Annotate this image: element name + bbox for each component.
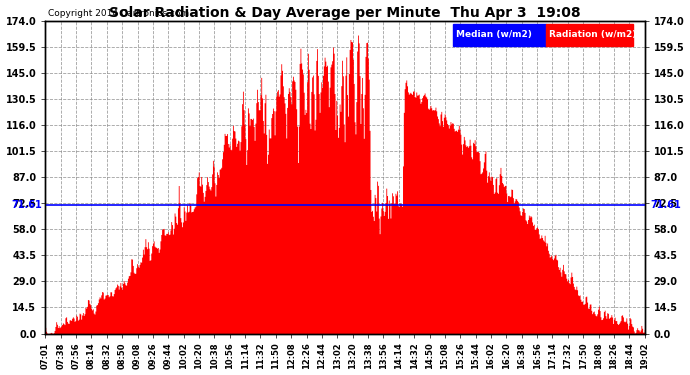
Text: Median (w/m2): Median (w/m2) bbox=[456, 30, 532, 39]
Title: Solar Radiation & Day Average per Minute  Thu Apr 3  19:08: Solar Radiation & Day Average per Minute… bbox=[109, 6, 581, 20]
Bar bbox=[546, 24, 633, 46]
Bar bbox=[453, 24, 546, 46]
Text: 71.61: 71.61 bbox=[12, 200, 43, 210]
Text: Radiation (w/m2): Radiation (w/m2) bbox=[549, 30, 636, 39]
Text: 71.61: 71.61 bbox=[650, 200, 681, 210]
Text: Copyright 2014 Cartronics.com: Copyright 2014 Cartronics.com bbox=[48, 9, 190, 18]
